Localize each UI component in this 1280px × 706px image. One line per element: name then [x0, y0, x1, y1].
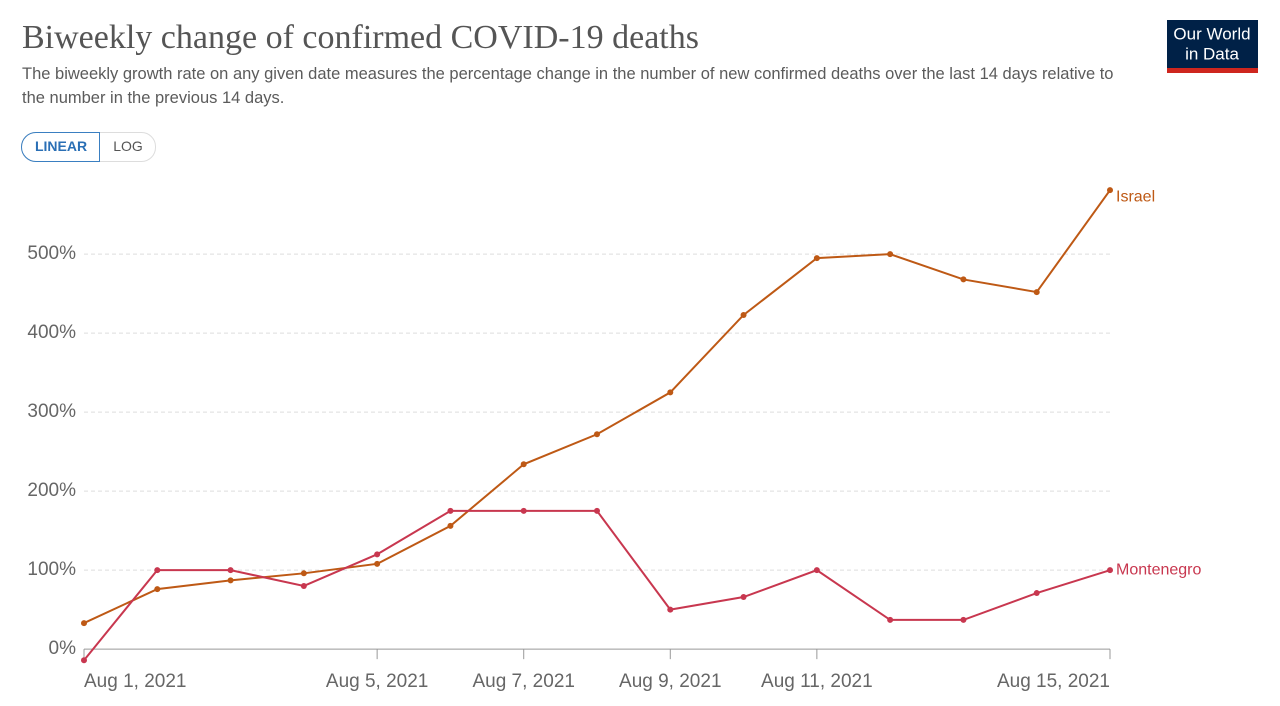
data-point: [154, 567, 161, 574]
data-point: [154, 586, 161, 593]
data-point: [1033, 590, 1040, 597]
log-label[interactable]: LOG: [113, 138, 143, 154]
data-point: [960, 616, 967, 623]
x-tick-label: Aug 1, 2021: [84, 671, 186, 692]
data-point: [667, 606, 674, 613]
x-tick-label: Aug 7, 2021: [472, 671, 574, 692]
data-point: [667, 389, 674, 396]
x-tick-label: Aug 15, 2021: [997, 671, 1110, 692]
data-point: [887, 251, 894, 258]
data-point: [520, 461, 527, 468]
data-point: [447, 522, 454, 529]
data-point: [227, 567, 234, 574]
data-point: [81, 620, 87, 627]
data-point: [813, 567, 820, 574]
data-point: [887, 616, 894, 623]
data-point: [374, 560, 381, 567]
chart-title: Biweekly change of confirmed COVID-19 de…: [22, 19, 699, 56]
data-point: [1107, 187, 1113, 194]
data-point: [227, 577, 234, 584]
chart-subtitle: The biweekly growth rate on any given da…: [22, 65, 1114, 107]
logo-bar: [1167, 68, 1258, 73]
y-tick-label: 200%: [27, 480, 76, 501]
data-point: [520, 507, 527, 514]
y-tick-label: 100%: [27, 559, 76, 580]
data-point: [594, 507, 600, 514]
x-tick-label: Aug 5, 2021: [326, 671, 428, 692]
series-line: [83, 509, 1111, 661]
y-tick-label: 500%: [27, 243, 76, 264]
linear-button[interactable]: [21, 132, 100, 162]
y-tick-label: 400%: [27, 322, 76, 343]
data-point: [374, 551, 381, 558]
logo-box[interactable]: [1167, 20, 1258, 73]
data-point: [81, 657, 87, 664]
y-tick-label: 0%: [49, 638, 77, 659]
data-point: [447, 507, 454, 514]
data-point: [740, 594, 747, 601]
series-label: Montenegro: [1116, 561, 1201, 578]
data-point: [960, 276, 967, 283]
logo-text: in Data: [1185, 44, 1239, 63]
x-tick-label: Aug 11, 2021: [761, 671, 873, 692]
data-point: [1107, 567, 1113, 574]
data-point: [300, 570, 307, 577]
data-point: [300, 582, 307, 589]
data-point: [740, 311, 747, 318]
x-tick-label: Aug 9, 2021: [619, 671, 721, 692]
linear-label[interactable]: LINEAR: [35, 138, 87, 154]
logo-text: Our World: [1173, 24, 1250, 43]
series-label: Israel: [1116, 188, 1155, 205]
series-line: [83, 189, 1111, 624]
data-point: [1033, 289, 1040, 296]
data-point: [813, 255, 820, 262]
data-point: [594, 431, 600, 438]
y-tick-label: 300%: [27, 401, 76, 422]
